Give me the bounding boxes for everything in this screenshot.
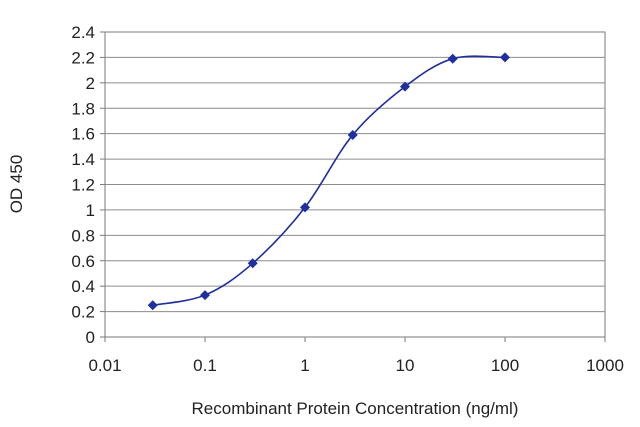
x-tick-label: 1000 [586,356,624,375]
data-point [500,52,510,63]
data-point [247,258,258,269]
series-layer [147,52,510,311]
y-gridlines [105,56,605,313]
y-tick-label: 1.4 [71,150,95,169]
y-tick-label: 1.8 [71,99,95,118]
data-point [347,129,358,140]
y-tick-label: 0 [86,328,95,347]
series-line [152,55,506,307]
data-point [300,202,310,213]
y-tick-label: 0.4 [71,277,95,296]
x-tick-labels: 0.01 0.1 1 10 100 1000 [88,337,624,375]
data-point [400,81,410,92]
y-tick-label: 1.2 [71,176,95,195]
x-tick-label: 0.01 [88,356,121,375]
y-tick-labels: 0 0.2 0.4 0.6 0.8 1 1.2 1.4 1.6 1.8 2 2.2 2.4 [71,23,105,347]
y-tick-label: 0.8 [71,226,95,245]
x-tick-label: 10 [396,356,415,375]
y-tick-label: 1.6 [71,125,95,144]
x-tick-label: 100 [491,356,519,375]
data-point [447,53,458,64]
x-axis-title: Recombinant Protein Concentration (ng/ml… [192,399,519,418]
y-tick-label: 2.2 [71,48,95,67]
y-tick-label: 0.2 [71,303,95,322]
y-axis-title: OD 450 [7,155,26,214]
y-tick-label: 1 [86,201,95,220]
x-tick-label: 1 [300,356,309,375]
y-tick-label: 0.6 [71,252,95,271]
y-tick-label: 2 [86,74,95,93]
data-point [200,290,210,301]
x-tick-label: 0.1 [193,356,217,375]
y-tick-label: 2.4 [71,23,95,42]
data-point [147,300,158,311]
